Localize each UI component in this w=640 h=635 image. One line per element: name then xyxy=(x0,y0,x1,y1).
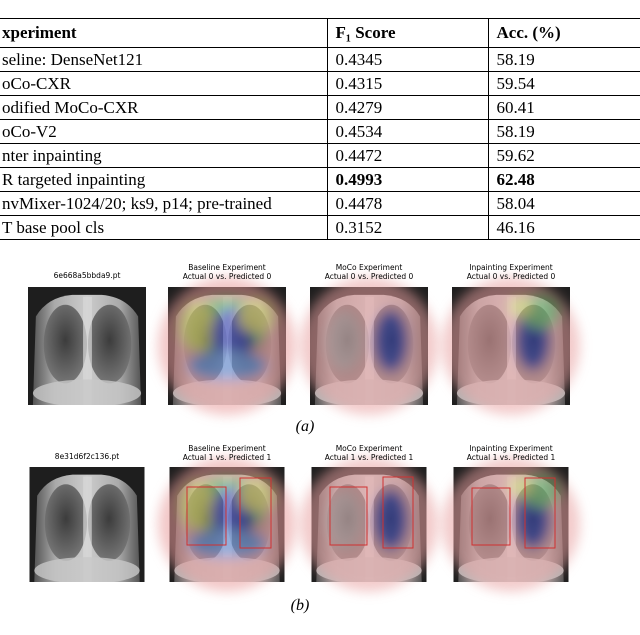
panel-title: Baseline Experiment xyxy=(188,263,266,272)
xray-image xyxy=(28,287,146,405)
table-row: nvMixer-1024/20; ks9, p14; pre-trained 0.… xyxy=(0,191,640,216)
table-cell: 0.4993 xyxy=(326,167,489,192)
table-cell: 0.3152 xyxy=(326,215,489,240)
heat-blob xyxy=(509,476,533,496)
heatmap-overlay xyxy=(158,277,296,415)
heatmap-overlay xyxy=(158,457,296,592)
heatmap-overlay xyxy=(442,277,580,415)
table-cell: 0.4472 xyxy=(326,143,489,168)
panel-title: Actual 1 vs. Predicted 1 xyxy=(467,453,556,462)
table-cell: nvMixer-1024/20; ks9, p14; pre-trained xyxy=(0,191,328,216)
heatmap xyxy=(300,457,438,592)
panel-title: MoCo Experiment xyxy=(336,444,403,453)
table-cell: 0.4279 xyxy=(326,95,489,120)
region-box xyxy=(524,477,556,549)
panel-title: Actual 1 vs. Predicted 1 xyxy=(325,453,414,462)
region-box xyxy=(239,477,272,549)
image-panel xyxy=(158,277,296,415)
table-cell: xperiment xyxy=(0,18,328,48)
table-cell: 58.04 xyxy=(487,191,640,216)
heat-blob xyxy=(187,350,267,381)
table-header: xperiment F₁ Score Acc. (%) xyxy=(0,18,640,48)
panel-title: Actual 0 vs. Predicted 0 xyxy=(325,272,414,281)
image-panel xyxy=(442,277,580,415)
results-table: xperiment F₁ Score Acc. (%) seline: DenseNe… xyxy=(0,18,640,240)
heat-blob xyxy=(326,490,363,549)
caption: (b) xyxy=(291,597,310,614)
panel-title: Baseline Experiment xyxy=(188,444,266,453)
table-row: T base pool cls 0.3152 46.16 xyxy=(0,215,640,240)
panel-title: Actual 1 vs. Predicted 1 xyxy=(183,453,272,462)
table-row: seline: DenseNet121 0.4345 58.19 xyxy=(0,47,640,72)
table-cell: 58.19 xyxy=(487,119,640,144)
heat-blob xyxy=(238,478,275,513)
panel-title: Inpainting Experiment xyxy=(469,444,552,453)
table-cell: R targeted inpainting xyxy=(0,167,328,192)
heat-blob xyxy=(179,301,216,351)
table-cell: T base pool cls xyxy=(0,215,328,240)
heat-blob xyxy=(300,277,438,415)
region-box xyxy=(186,486,227,546)
table-cell: 59.62 xyxy=(487,143,640,168)
heat-blob xyxy=(300,457,438,592)
table-cell: Acc. (%) xyxy=(487,18,640,48)
panel-title: 8e31d6f2c136.pt xyxy=(55,452,119,461)
region-box xyxy=(471,487,511,546)
image-panel xyxy=(29,467,145,582)
heatmap xyxy=(300,277,438,415)
heat-blob xyxy=(442,277,580,415)
heatmap-overlay xyxy=(300,277,438,415)
table-row: odified MoCo-CXR 0.4279 60.41 xyxy=(0,95,640,120)
panel-title: Actual 0 vs. Predicted 0 xyxy=(183,272,272,281)
panel-title: 6e668a5bbda9.pt xyxy=(54,271,121,280)
heat-blob xyxy=(372,489,409,551)
image-panel xyxy=(442,457,580,592)
heatmap xyxy=(442,457,580,592)
image-panel xyxy=(158,457,296,592)
heatmap-overlay xyxy=(300,457,438,592)
table-cell: 0.4534 xyxy=(326,119,489,144)
table-cell: oCo-CXR xyxy=(0,71,328,96)
table-cell: 0.4345 xyxy=(326,47,489,72)
heatmap-overlay xyxy=(442,457,580,592)
heat-blob xyxy=(179,481,216,530)
heat-blob xyxy=(238,298,275,335)
panel-title: Actual 0 vs. Predicted 0 xyxy=(467,272,556,281)
panel-title: Inpainting Experiment xyxy=(469,263,552,272)
xray-image xyxy=(29,467,145,582)
heat-blob xyxy=(187,529,267,559)
heat-blob xyxy=(442,457,580,592)
image-panel xyxy=(300,457,438,592)
table-cell: 0.4478 xyxy=(326,191,489,216)
region-box xyxy=(329,486,368,546)
panel-title: MoCo Experiment xyxy=(336,263,403,272)
heatmap xyxy=(158,457,296,592)
image-panel xyxy=(28,287,146,405)
table-cell: F₁ Score xyxy=(326,18,489,48)
image-panel xyxy=(300,277,438,415)
heatmap xyxy=(442,277,580,415)
table-cell: odified MoCo-CXR xyxy=(0,95,328,120)
heat-blob xyxy=(326,311,363,371)
table-cell: 62.48 xyxy=(487,167,640,192)
heat-blob xyxy=(509,296,533,317)
table-cell: 46.16 xyxy=(487,215,640,240)
heat-blob xyxy=(372,309,409,373)
caption: (a) xyxy=(296,418,315,435)
table-row: R targeted inpainting 0.4993 62.48 xyxy=(0,167,640,192)
region-box xyxy=(382,476,414,549)
heatmap xyxy=(158,277,296,415)
